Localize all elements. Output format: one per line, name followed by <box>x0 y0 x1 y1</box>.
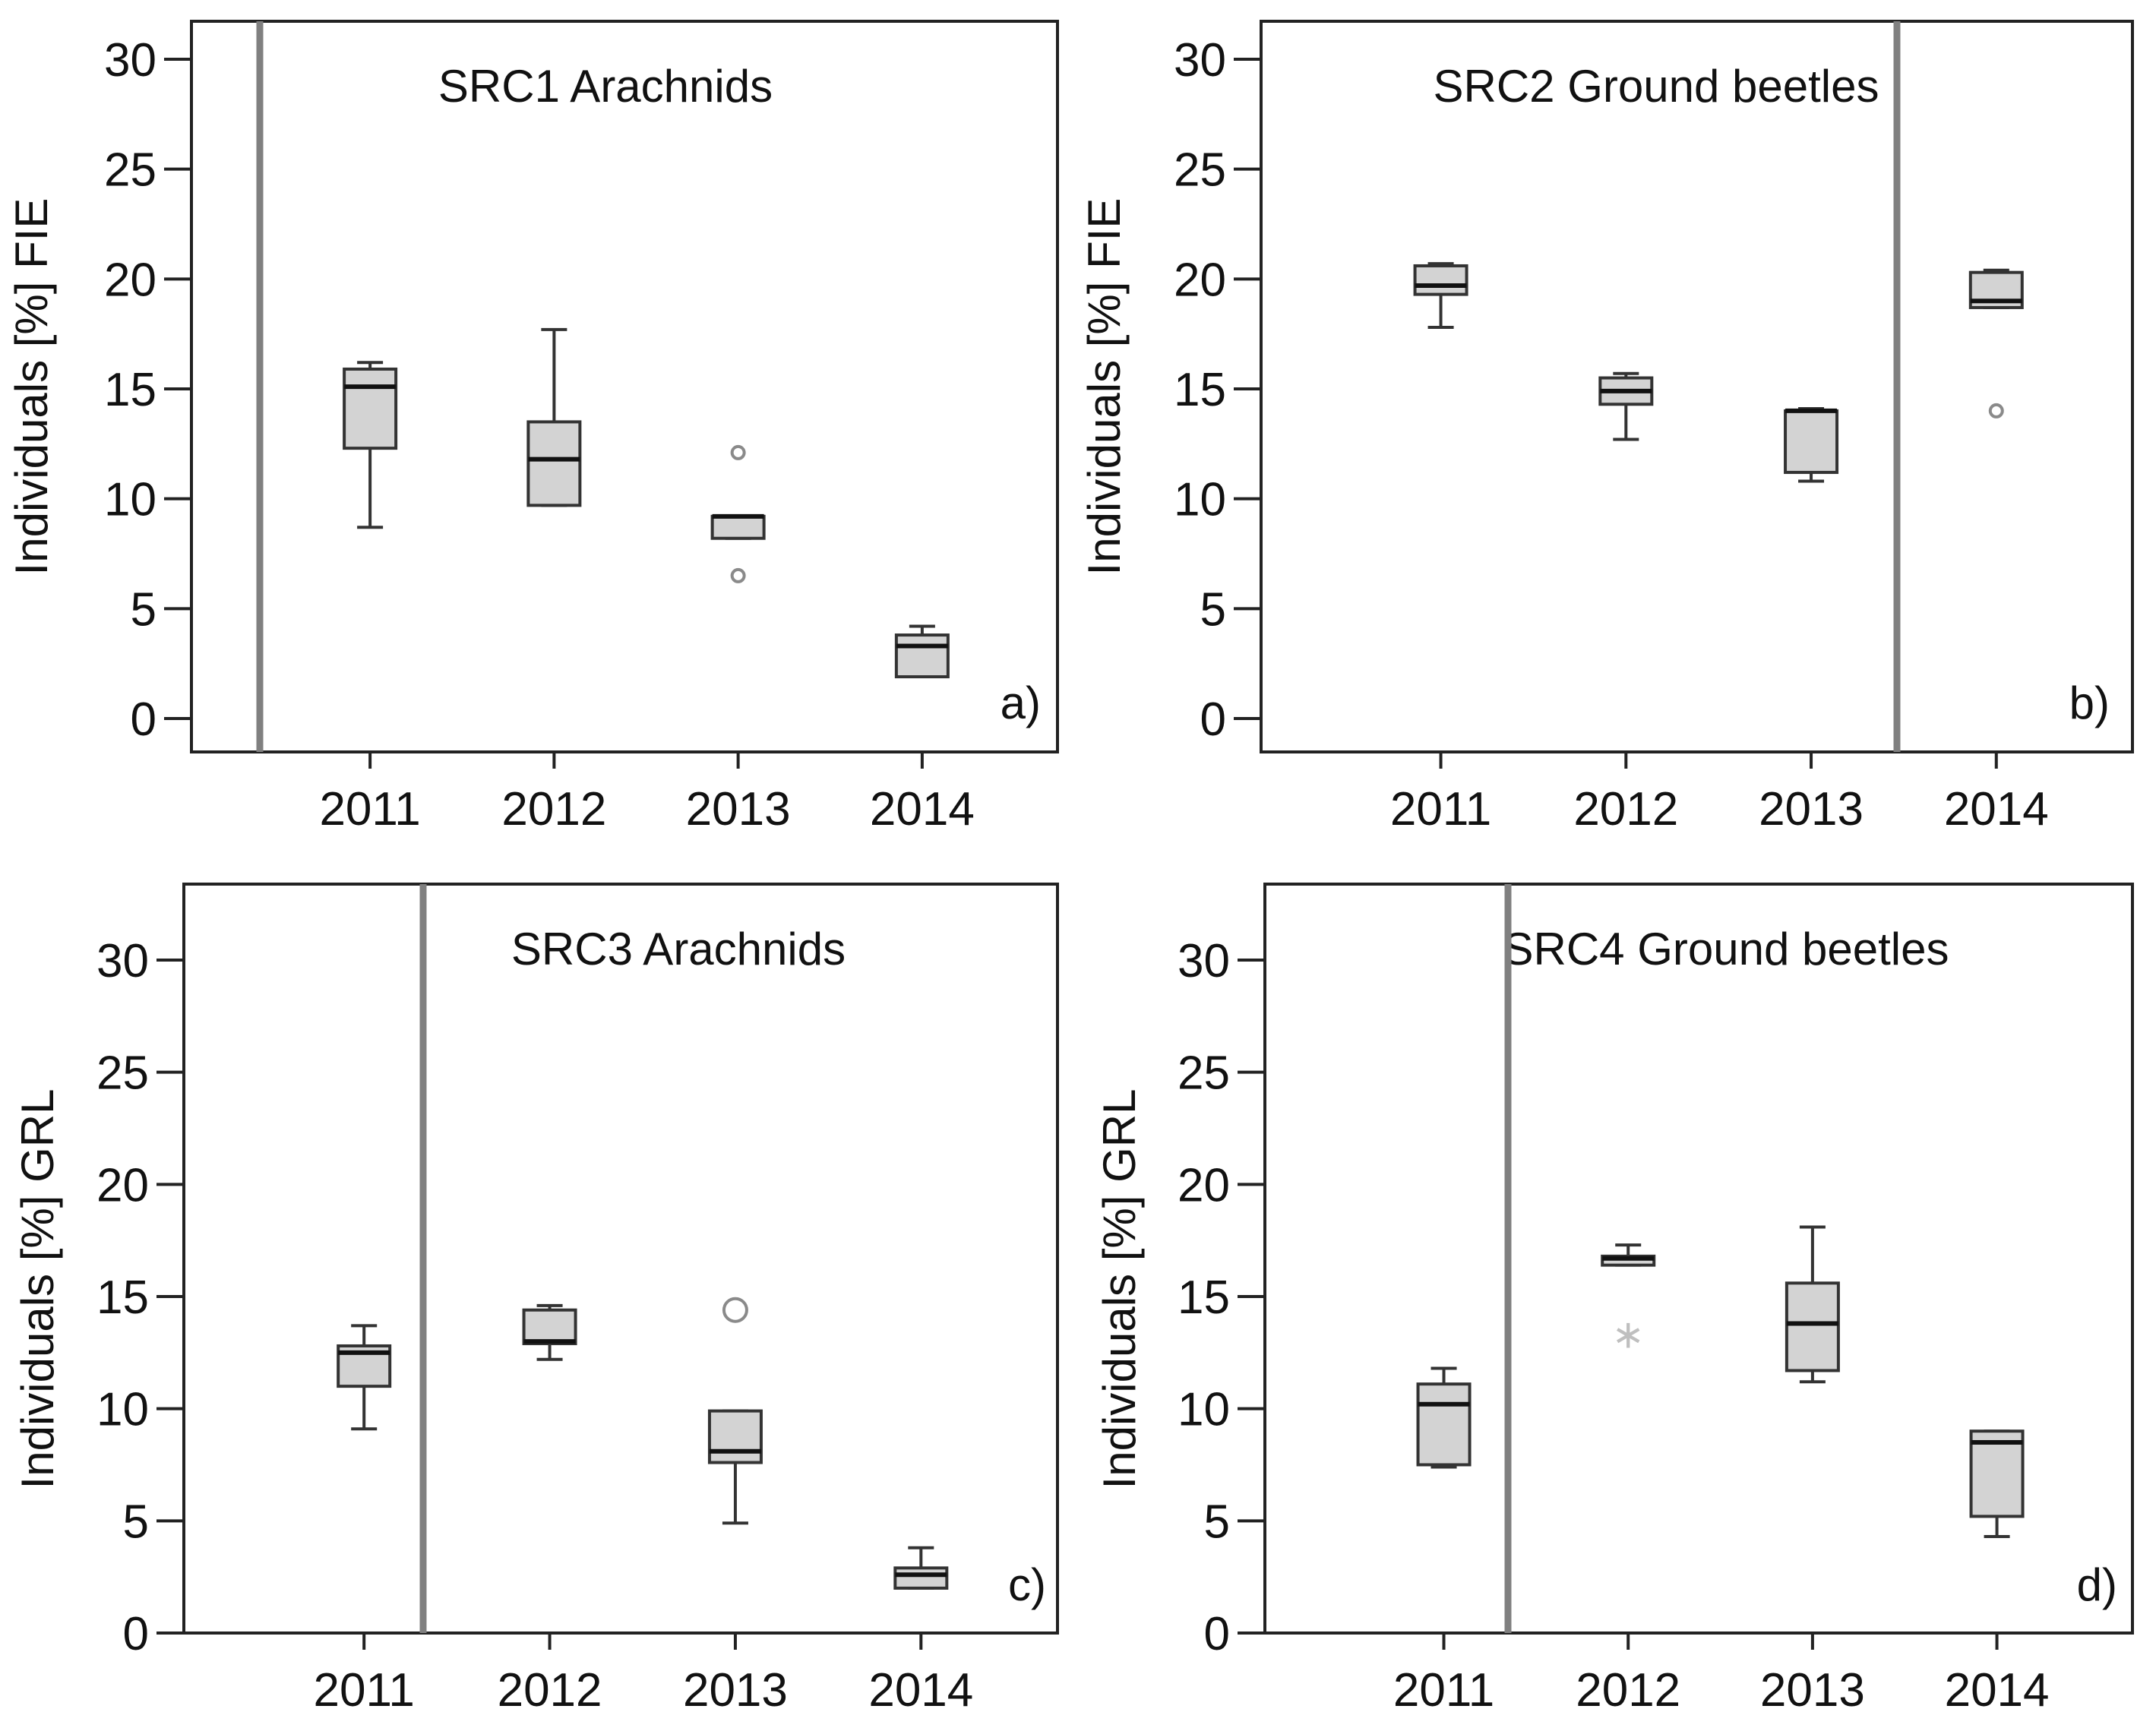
x-tick-label: 2013 <box>1760 1664 1865 1717</box>
y-tick-label: 5 <box>1204 1496 1230 1548</box>
box-2011 <box>1416 1366 1472 1469</box>
y-tick-label: 0 <box>1204 1608 1230 1660</box>
y-tick-label: 25 <box>104 144 156 197</box>
y-tick-label: 25 <box>96 1047 149 1100</box>
panel-letter: c) <box>1008 1559 1046 1610</box>
y-tick-label: 5 <box>123 1496 149 1548</box>
panel-c-src3-arachnids: SRC3 Arachnids Individuals [%] GRL c) 0 5… <box>12 883 1059 1717</box>
box-2013 <box>710 444 766 583</box>
y-tick-label: 25 <box>1178 1047 1230 1100</box>
outlier-point <box>730 567 746 583</box>
y-tick-label: 10 <box>1178 1384 1230 1436</box>
panel-letter: a) <box>1001 678 1041 728</box>
x-tick-label: 2014 <box>1945 1664 2050 1717</box>
y-tick-label: 15 <box>96 1271 149 1324</box>
chart-title: SRC2 Ground beetles <box>1434 61 1879 112</box>
box-2014 <box>1968 268 2024 419</box>
outlier-point <box>730 444 746 460</box>
y-tick-label: 0 <box>131 693 156 746</box>
x-tick-label: 2014 <box>868 1664 973 1717</box>
y-tick-label: 15 <box>1174 364 1226 416</box>
panel-letter: d) <box>2077 1559 2117 1610</box>
box-2014 <box>1969 1429 2025 1539</box>
chart-title: SRC4 Ground beetles <box>1503 924 1949 974</box>
y-axis-label: Individuals [%] FIE <box>1079 198 1130 576</box>
y-tick-label: 20 <box>1178 1159 1230 1211</box>
y-tick-label: 10 <box>96 1384 149 1436</box>
box-2013 <box>1785 1225 1840 1384</box>
box-iqr <box>1416 1382 1472 1467</box>
y-tick-label: 5 <box>131 583 156 636</box>
box-2013 <box>707 1297 763 1525</box>
box-2012 <box>522 1303 577 1361</box>
y-tick-label: 30 <box>1174 34 1226 87</box>
extreme-point: ∗ <box>1611 1312 1645 1357</box>
x-tick-label: 2014 <box>870 783 975 835</box>
x-tick-label: 2012 <box>1573 783 1678 835</box>
x-tick-label: 2012 <box>498 1664 602 1717</box>
panel-d-src4-ground-beetles: SRC4 Ground beetles Individuals [%] GRL … <box>1094 883 2134 1717</box>
outlier-point <box>1988 403 2004 419</box>
panel-a-src1-arachnids: SRC1 Arachnids Individuals [%] FIE a) 0 5… <box>6 20 1059 835</box>
panel-b-src2-ground-beetles: SRC2 Ground beetles Individuals [%] FIE … <box>1079 20 2134 835</box>
box-iqr <box>710 514 766 540</box>
y-tick-label: 0 <box>123 1608 149 1660</box>
plot-frame <box>182 883 1059 1635</box>
y-tick-label: 20 <box>1174 254 1226 306</box>
y-tick-label: 5 <box>1200 583 1226 636</box>
box-2011 <box>337 1324 392 1431</box>
x-tick-label: 2012 <box>501 783 606 835</box>
y-axis-label: Individuals [%] FIE <box>6 198 57 576</box>
chart-title: SRC3 Arachnids <box>511 924 846 974</box>
chart-title: SRC1 Arachnids <box>438 61 773 112</box>
box-2012 <box>1598 371 1654 441</box>
y-tick-label: 20 <box>104 254 156 306</box>
x-tick-label: 2011 <box>319 783 420 835</box>
y-tick-label: 30 <box>1178 935 1230 987</box>
box-iqr <box>343 367 398 450</box>
box-2011 <box>1413 262 1468 329</box>
box-2014 <box>893 1546 949 1590</box>
plot-frame <box>1263 883 2134 1635</box>
box-iqr <box>1969 1429 2025 1518</box>
y-tick-label: 0 <box>1200 693 1226 746</box>
x-tick-label: 2011 <box>314 1664 415 1717</box>
box-iqr <box>526 420 582 507</box>
box-iqr <box>1785 1281 1840 1372</box>
x-tick-label: 2013 <box>686 783 791 835</box>
box-iqr <box>522 1308 577 1346</box>
y-tick-label: 25 <box>1174 144 1226 197</box>
box-2012 <box>526 327 582 507</box>
x-tick-label: 2012 <box>1576 1664 1680 1717</box>
x-tick-label: 2013 <box>1759 783 1864 835</box>
y-tick-label: 10 <box>1174 474 1226 526</box>
y-tick-label: 10 <box>104 474 156 526</box>
panel-letter: b) <box>2069 678 2110 728</box>
y-tick-label: 20 <box>96 1159 149 1211</box>
box-2012: ∗ <box>1601 1243 1656 1357</box>
y-tick-label: 15 <box>1178 1271 1230 1324</box>
x-tick-label: 2014 <box>1944 783 2049 835</box>
y-tick-label: 30 <box>104 34 156 87</box>
y-tick-label: 15 <box>104 364 156 416</box>
box-2014 <box>894 624 950 679</box>
box-iqr <box>707 1409 763 1464</box>
plot-frame <box>190 20 1059 753</box>
x-tick-label: 2011 <box>1393 1664 1494 1717</box>
box-2011 <box>343 361 398 529</box>
y-axis-label: Individuals [%] GRL <box>12 1089 63 1489</box>
outlier-point <box>722 1297 748 1323</box>
x-tick-label: 2011 <box>1390 783 1491 835</box>
box-iqr <box>893 1566 949 1590</box>
x-tick-label: 2013 <box>683 1664 788 1717</box>
y-tick-label: 30 <box>96 935 149 987</box>
y-axis-label: Individuals [%] GRL <box>1094 1089 1145 1489</box>
plot-frame <box>1260 20 2134 753</box>
box-iqr <box>1784 409 1839 474</box>
box-iqr <box>894 633 950 679</box>
box-iqr <box>1413 264 1468 296</box>
box-2013 <box>1784 407 1839 483</box>
